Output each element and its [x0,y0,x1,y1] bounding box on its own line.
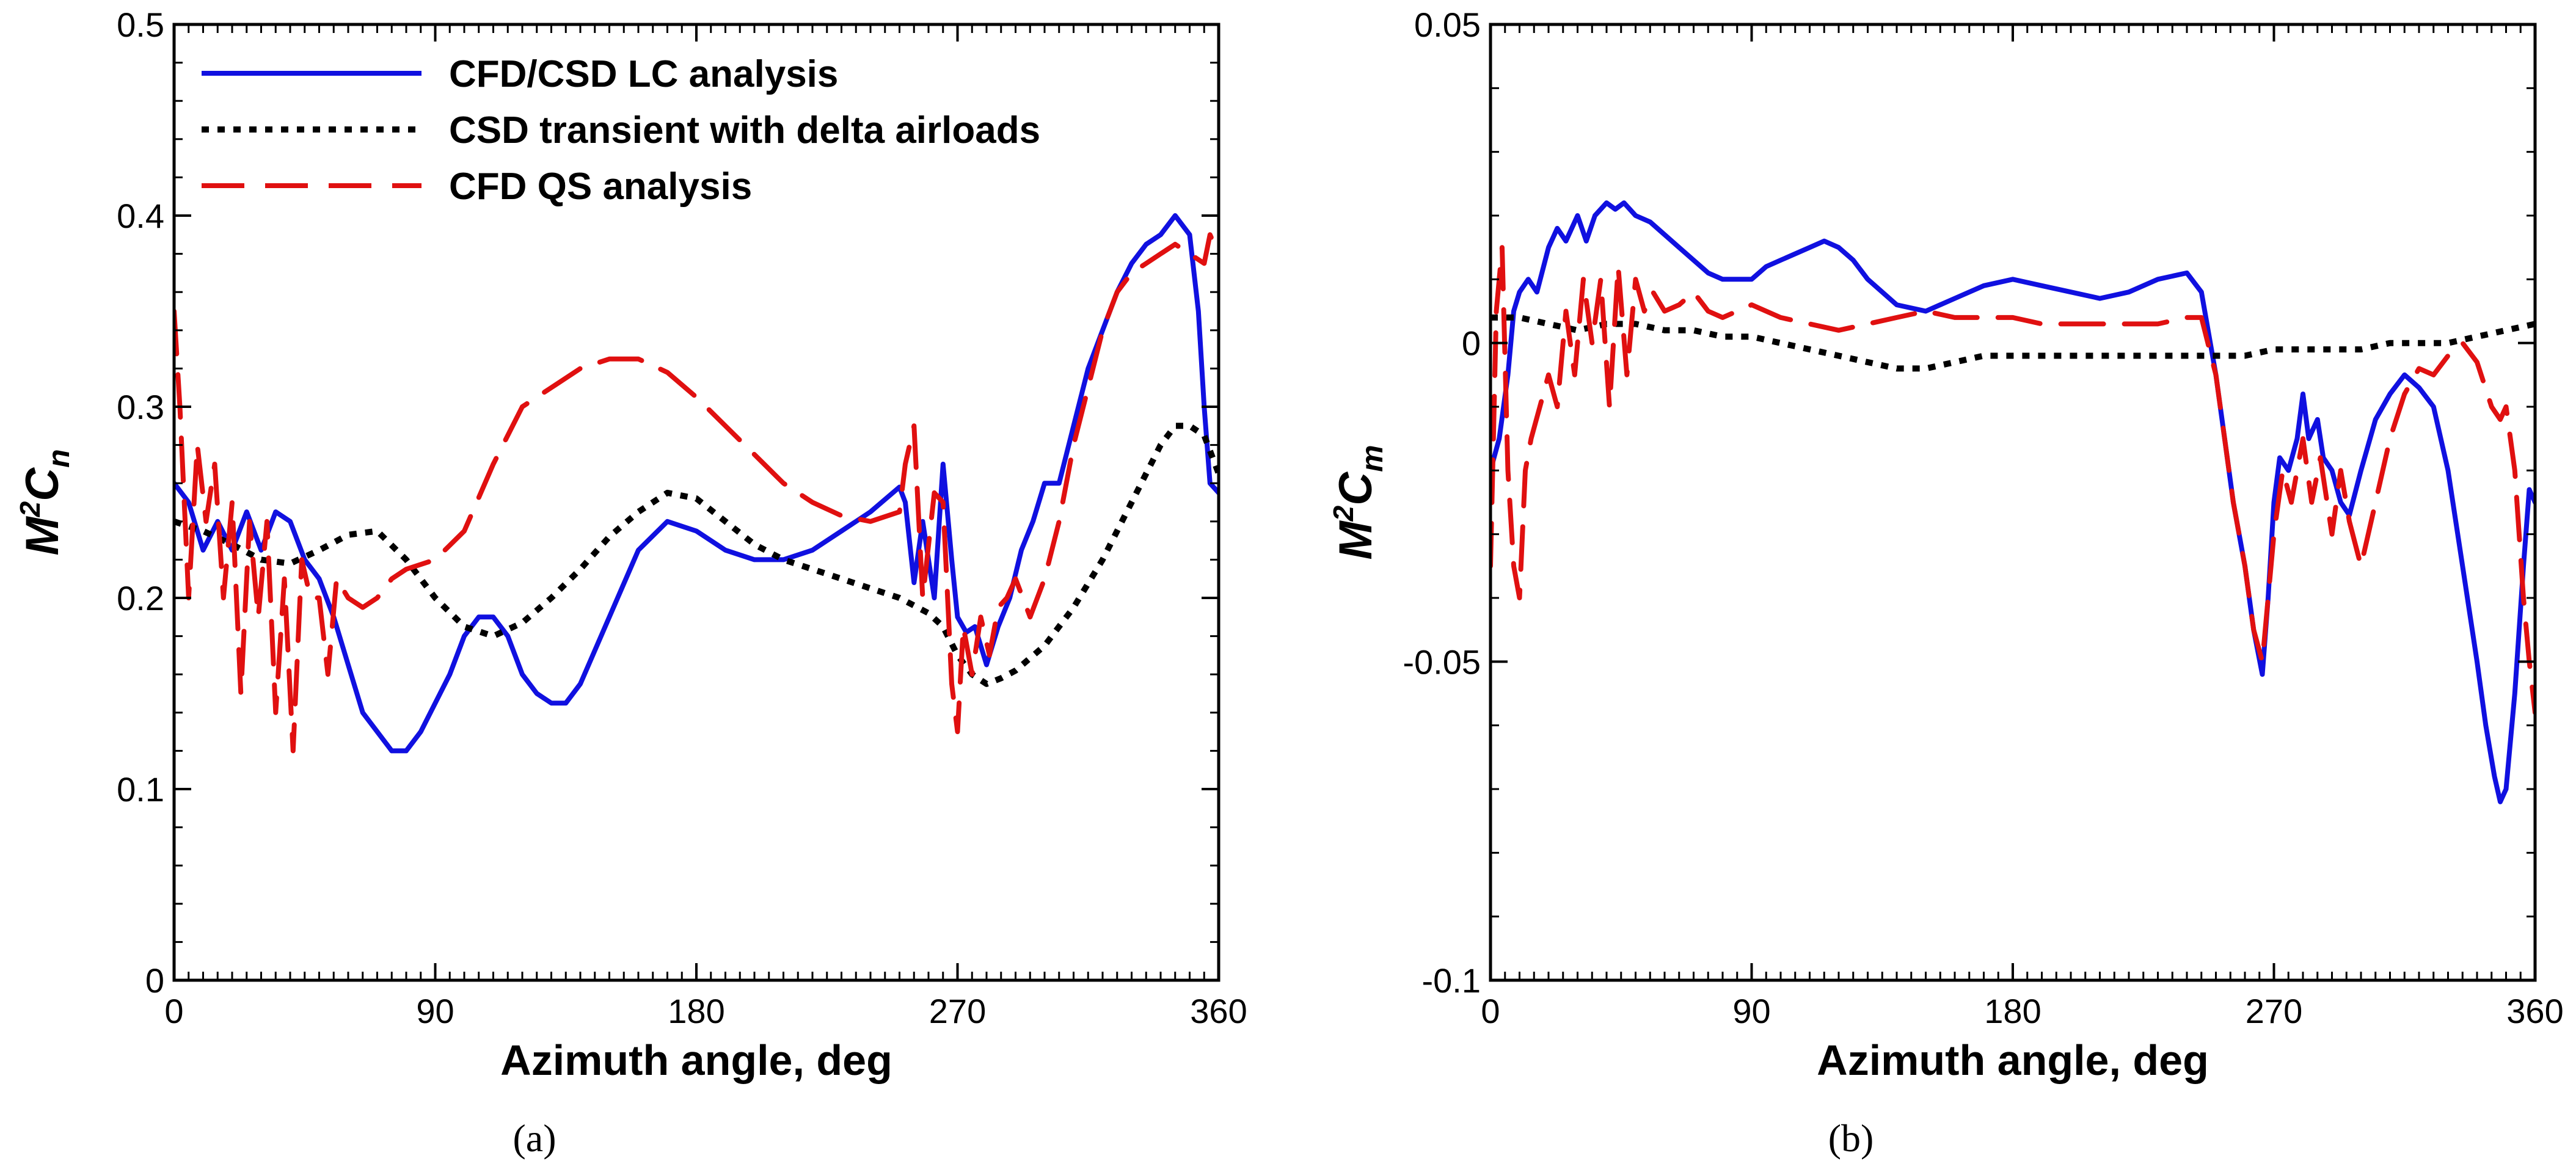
y-tick-label: 0.3 [117,388,164,426]
panel-label: (b) [1828,1116,1874,1160]
series-line-csd-transient-with-delta-airloads [1491,314,2535,372]
x-axis-title: Azimuth angle, deg [500,1036,892,1084]
x-tick-label: 0 [1481,992,1500,1030]
y-tick-label: 0 [1462,324,1481,363]
y-tick-label: 0.4 [117,197,164,235]
panel-a: 0 90 180 270 360 0 0.1 0.2 0.3 0.4 0.5 Azimuth angl… [14,5,1247,1160]
plot-frame [1489,23,2537,982]
series-group [174,213,1219,754]
y-tick-label: 0 [145,961,164,1000]
y-tick-label: 0.1 [117,770,164,809]
panel-label: (a) [513,1116,556,1160]
y-tick-label: 0.2 [117,579,164,617]
panel-b: 0 90 180 270 360 -0.1 -0.05 0 0.05 Azimuth angle,… [1327,5,2564,1160]
legend-label: CFD/CSD LC analysis [449,53,838,95]
y-tick-label: -0.05 [1403,642,1481,681]
y-axis-title: M2Cm [1327,445,1389,559]
series-line-cfd-csd-lc-analysis [1491,200,2535,804]
series-line-cfd-qs-analysis [1491,245,2535,715]
x-tick-label: 90 [416,992,454,1030]
series-line-cfd-csd-lc-analysis [174,213,1219,754]
x-tick-label: 270 [929,992,986,1030]
x-axis-title: Azimuth angle, deg [1817,1036,2209,1084]
y-tick-label: 0.05 [1414,5,1481,44]
x-tick-label: 90 [1732,992,1770,1030]
x-tick-label: 0 [164,992,183,1030]
y-tick-label: -0.1 [1422,961,1481,1000]
series-group [1491,200,2535,804]
y-tick-label: 0.5 [117,5,164,44]
legend: CFD/CSD LC analysis CSD transient with de… [202,53,1040,208]
x-tick-label: 180 [1984,992,2041,1030]
x-tick-label: 180 [668,992,724,1030]
legend-label: CSD transient with delta airloads [449,109,1040,151]
x-tick-label: 270 [2246,992,2302,1030]
series-line-cfd-qs-analysis [174,232,1219,754]
x-tick-label: 360 [1190,992,1247,1030]
x-tick-label: 360 [2506,992,2563,1030]
legend-label: CFD QS analysis [449,166,752,208]
y-axis-title: M2Cn [14,449,76,555]
